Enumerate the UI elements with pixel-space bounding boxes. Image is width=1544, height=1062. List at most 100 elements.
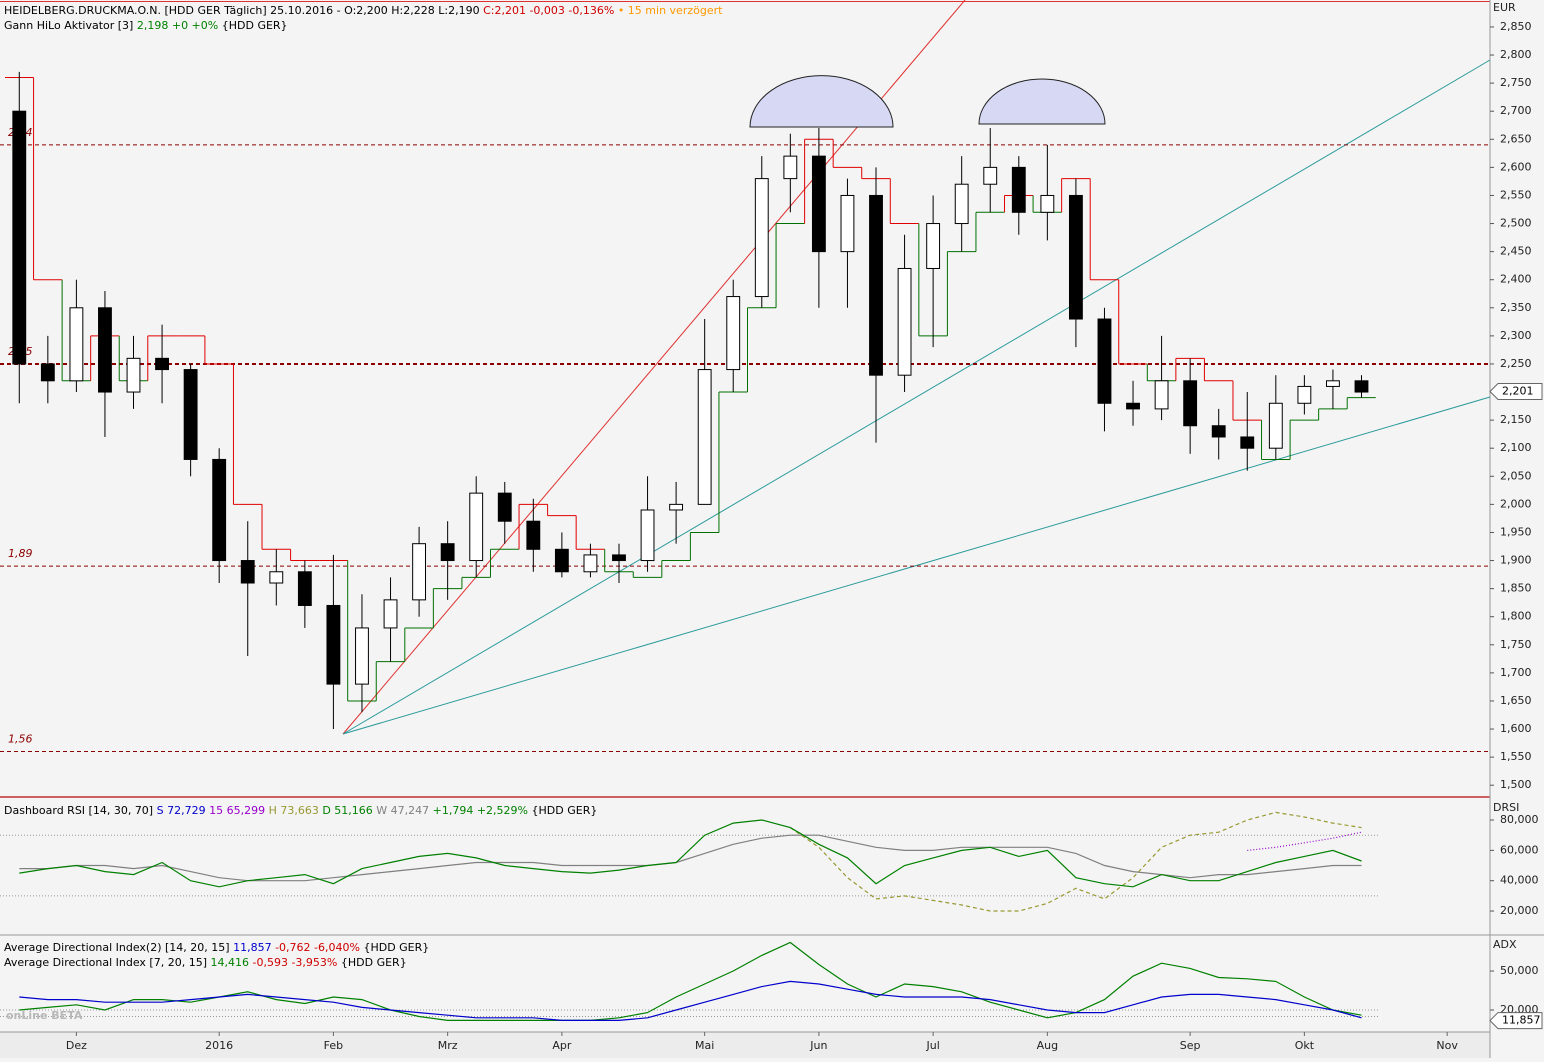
candle-body	[840, 194, 855, 253]
y-tick-label: 2,500	[1500, 217, 1532, 230]
header-part: HEIDELBERG.DRUCKMA.O.N. [HDD GER Täglich…	[4, 4, 483, 17]
candle-body	[526, 520, 541, 550]
watermark: onLine BETA	[6, 1009, 83, 1022]
y-tick-label: 1,500	[1500, 778, 1532, 791]
candle-body	[212, 458, 227, 562]
y-tick-label: 1,650	[1500, 694, 1532, 707]
y-tick-label: 2,750	[1500, 76, 1532, 89]
candle-body	[926, 223, 941, 269]
candle-body	[40, 363, 55, 382]
last-value-label: 11,857	[1502, 1014, 1541, 1027]
x-tick-label: Feb	[324, 1039, 343, 1052]
y-tick-label: 80,000	[1500, 813, 1539, 826]
y-tick-label: 2,050	[1500, 469, 1532, 482]
candle-body	[783, 155, 798, 180]
candle-body	[1326, 380, 1340, 387]
header-part: H 73,663	[269, 804, 323, 817]
header-part: -0,593 -3,953%	[249, 956, 337, 969]
candle-body	[155, 357, 169, 371]
series-line	[19, 834, 1362, 882]
y-tick-label: 2,800	[1500, 48, 1532, 61]
header-part: Dashboard RSI [14, 30, 70]	[4, 804, 157, 817]
candle-body	[983, 166, 998, 185]
y-tick-label: 1,550	[1500, 750, 1532, 763]
candle-body	[640, 509, 655, 562]
candle-body	[897, 267, 912, 376]
x-tick-label: Apr	[552, 1039, 572, 1052]
x-tick-label: Sep	[1180, 1039, 1201, 1052]
candle-body	[697, 369, 712, 505]
candle-body	[297, 571, 312, 606]
y-tick-label: 2,000	[1500, 497, 1532, 510]
x-tick-label: Jun	[809, 1039, 827, 1052]
candle-body	[1040, 194, 1055, 213]
trend-line	[342, 396, 1491, 735]
candle-body	[612, 554, 626, 562]
header-part: Average Directional Index(2) [14, 20, 15…	[4, 941, 233, 954]
header-part: W 47,247	[376, 804, 432, 817]
y-tick-label: 1,750	[1500, 638, 1532, 651]
candle-body	[669, 503, 684, 511]
header-part: Average Directional Index [7, 20, 15]	[4, 956, 211, 969]
trend-line	[342, 59, 1491, 735]
level-label: 1,89	[8, 547, 33, 560]
header-part: S 72,729	[157, 804, 209, 817]
header-part: Gann HiLo Aktivator [3]	[4, 19, 137, 32]
header-part: 14,416	[211, 956, 250, 969]
header: Gann HiLo Aktivator [3] 2,198 +0 +0% {HD…	[4, 19, 288, 32]
series-line	[19, 941, 1362, 1021]
y-tick-label: 20,000	[1500, 904, 1539, 917]
candle-body	[469, 492, 484, 562]
candle-body	[1297, 385, 1312, 404]
candle-body	[326, 604, 341, 685]
candle-body	[811, 155, 826, 253]
y-tick-label: 2,150	[1500, 413, 1532, 426]
x-tick-label: Mrz	[438, 1039, 458, 1052]
candle-body	[126, 357, 141, 393]
header-part: • 15 min verzögert	[614, 4, 723, 17]
series-line	[19, 980, 1362, 1021]
x-tick-label: Okt	[1295, 1039, 1315, 1052]
y-tick-label: 2,850	[1500, 20, 1532, 33]
y-tick-label: 2,350	[1500, 301, 1532, 314]
header: HEIDELBERG.DRUCKMA.O.N. [HDD GER Täglich…	[4, 4, 723, 17]
candle-body	[1211, 425, 1226, 438]
header-part: C:2,201 -0,003 -0,136%	[483, 4, 614, 17]
candle-body	[355, 627, 369, 685]
last-value-label: 2,201	[1502, 384, 1534, 397]
x-tick-label: 2016	[205, 1039, 233, 1052]
series-line	[1247, 831, 1362, 851]
header-part: 2,198 +0 +0%	[137, 19, 218, 32]
header-part: 11,857	[233, 941, 272, 954]
axis-unit: EUR	[1493, 1, 1516, 14]
time-axis-strip	[0, 1032, 1490, 1058]
y-tick-label: 2,250	[1500, 357, 1532, 370]
level-label: 1,56	[8, 733, 33, 746]
header-part: D 51,166	[322, 804, 376, 817]
y-tick-label: 1,900	[1500, 554, 1532, 567]
y-tick-label: 1,800	[1500, 610, 1532, 623]
candle-body	[583, 554, 598, 573]
x-tick-label: Aug	[1037, 1039, 1058, 1052]
header-part: -0,762 -6,040%	[272, 941, 360, 954]
last-value-box	[1489, 382, 1543, 400]
y-tick-label: 40,000	[1500, 874, 1539, 887]
y-tick-label: 1,850	[1500, 582, 1532, 595]
header-part: {HDD GER}	[218, 19, 287, 32]
header-part: +1,794 +2,529%	[433, 804, 528, 817]
candle-body	[1240, 436, 1255, 449]
y-tick-label: 2,300	[1500, 329, 1532, 342]
top-arc	[749, 75, 894, 128]
y-tick-label: 2,100	[1500, 441, 1532, 454]
series-line	[789, 811, 1362, 912]
axis-unit: ADX	[1493, 938, 1517, 951]
candle-body	[1097, 318, 1112, 404]
x-tick-label: Dez	[66, 1039, 87, 1052]
candle-body	[954, 183, 969, 225]
candle-body	[1011, 166, 1026, 213]
y-tick-label: 50,000	[1500, 964, 1539, 977]
candle-body	[754, 178, 769, 298]
series-line	[19, 819, 1362, 888]
